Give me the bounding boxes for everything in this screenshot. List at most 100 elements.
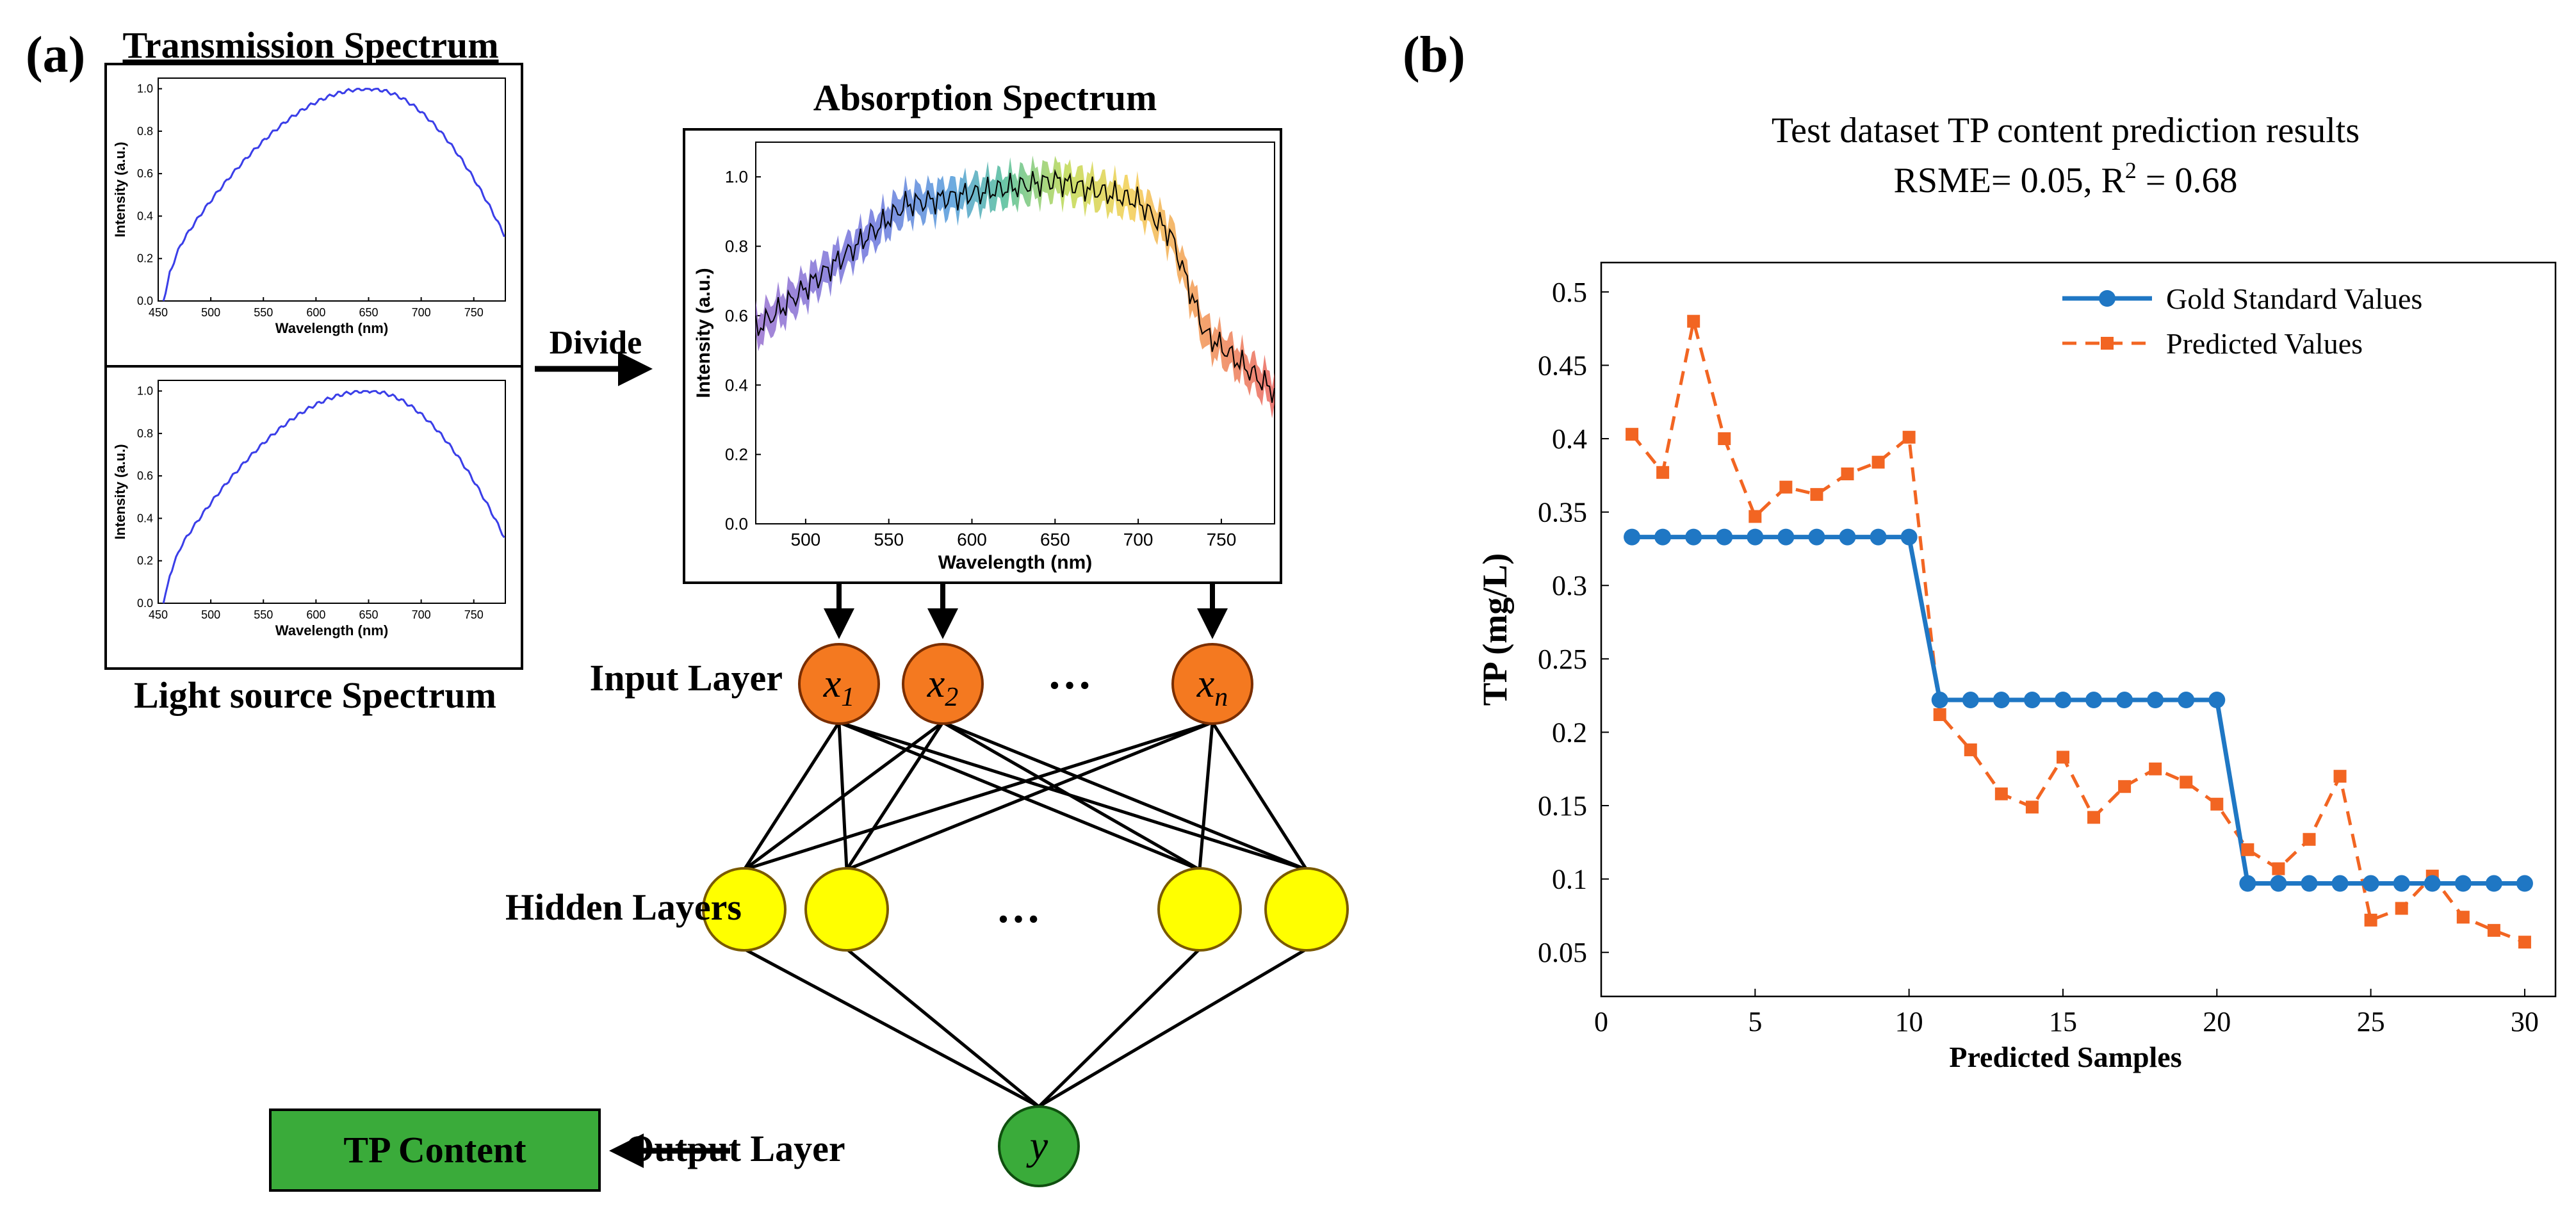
- legend-gold-marker: [2099, 290, 2115, 307]
- predicted-point: [1810, 488, 1823, 501]
- hidden-layers-label: Hidden Layers: [505, 886, 742, 928]
- x-tick-label: 0: [1594, 1006, 1608, 1037]
- gold-point: [2239, 875, 2256, 892]
- y-tick-label: 0.0: [137, 597, 153, 610]
- chart-title: Test dataset TP content prediction resul…: [1772, 111, 2360, 150]
- y-tick-label: 0.2: [1552, 717, 1587, 748]
- gold-point: [2454, 875, 2472, 892]
- absorption-band: [756, 155, 1275, 419]
- x-tick-label: 600: [957, 530, 987, 549]
- legend-predicted-label: Predicted Values: [2166, 327, 2363, 360]
- x-tick-label: 5: [1748, 1006, 1762, 1037]
- x-tick-label: 500: [791, 530, 821, 549]
- connection-line: [845, 948, 1040, 1108]
- gold-point: [2178, 692, 2195, 709]
- y-tick-label: 0.6: [137, 469, 153, 482]
- x-tick-label: 550: [874, 530, 904, 549]
- x-tick-label: 550: [254, 306, 273, 319]
- x-tick-label: 30: [2511, 1006, 2539, 1037]
- predicted-point: [2118, 780, 2132, 793]
- gold-point: [1747, 528, 1764, 546]
- predicted-point: [2487, 923, 2500, 937]
- y-tick-label: 0.8: [725, 237, 748, 256]
- y-tick-label: 0.3: [1552, 570, 1587, 601]
- gold-point: [2085, 692, 2103, 709]
- y-tick-label: 1.0: [137, 385, 153, 398]
- predicted-point: [2364, 913, 2377, 927]
- hidden-node: [804, 867, 889, 952]
- x-axis-label: Predicted Samples: [1949, 1041, 2181, 1073]
- y-tick-label: 0.0: [725, 514, 748, 533]
- y-tick-label: 1.0: [137, 83, 153, 95]
- transmission-frame: [104, 63, 523, 368]
- predicted-point: [2149, 762, 2162, 775]
- x-tick-label: 600: [306, 608, 325, 621]
- predicted-point: [1841, 467, 1854, 481]
- gold-point: [2270, 875, 2287, 892]
- connection-line: [743, 720, 944, 872]
- x-tick-label: 15: [2049, 1006, 2077, 1037]
- panel-a-label: (a): [26, 27, 85, 83]
- connection-line: [1211, 721, 1308, 871]
- x-tick-label: 650: [359, 608, 378, 621]
- y-tick-label: 0.4: [725, 375, 748, 394]
- x-tick-label: 600: [306, 306, 325, 319]
- gold-point: [2147, 692, 2164, 709]
- input-node-label: x1: [823, 662, 855, 712]
- hidden-ellipsis: …: [996, 883, 1041, 932]
- small-plot-axes: [158, 380, 506, 604]
- input-node: [798, 643, 880, 725]
- x-tick-label: 650: [1040, 530, 1070, 549]
- input-layer-label: Input Layer: [590, 657, 783, 699]
- gold-point: [2362, 875, 2379, 892]
- chart-axes-box: [1600, 261, 2557, 998]
- gold-point: [1624, 528, 1641, 546]
- neural-network: x1 x2 xn y: [702, 584, 1349, 1187]
- y-tick-label: 0.15: [1538, 790, 1587, 822]
- x-tick-label: 650: [359, 306, 378, 319]
- transmission-plot: 450 500 550 600 650 700 750 0.0 0.2 0.4 0.6 0.8 1.0 W…: [112, 77, 506, 336]
- predicted-point: [2180, 775, 2193, 789]
- tp-content-box: [269, 1108, 601, 1192]
- connection-line: [942, 720, 1307, 872]
- gold-point: [2301, 875, 2318, 892]
- y-tick-label: 0.2: [137, 555, 153, 567]
- x-tick-label: 750: [464, 306, 484, 319]
- gold-point: [2023, 692, 2041, 709]
- predicted-point: [2395, 902, 2408, 915]
- predicted-point: [1933, 708, 1946, 721]
- x-tick-label: 550: [254, 608, 273, 621]
- connection-line: [942, 720, 1201, 872]
- output-node: [998, 1105, 1080, 1187]
- y-tick-label: 0.8: [137, 427, 153, 440]
- connection-line: [838, 720, 1200, 872]
- y-tick-label: 0.0: [137, 295, 153, 307]
- predicted-point: [2272, 862, 2285, 875]
- x-axis-label: Wavelength (nm): [938, 552, 1093, 573]
- predicted-point: [1964, 743, 1977, 756]
- predicted-point: [1687, 314, 1700, 328]
- x-tick-label: 700: [1123, 530, 1153, 549]
- predicted-point: [1749, 510, 1762, 523]
- gold-point: [1839, 528, 1856, 546]
- predicted-point: [1902, 430, 1916, 444]
- predicted-point: [1626, 428, 1639, 441]
- input-node-label: xn: [1196, 662, 1228, 712]
- panel-b: (b) Test dataset TP content prediction r…: [1403, 27, 2557, 1073]
- connection-line: [744, 720, 1213, 872]
- gold-point: [1993, 692, 2010, 709]
- x-tick-label: 750: [464, 608, 484, 621]
- y-tick-label: 0.4: [137, 209, 153, 222]
- divide-label: Divide: [550, 325, 642, 361]
- y-tick-label: 0.1: [1552, 864, 1587, 895]
- gold-point: [2393, 875, 2410, 892]
- x-tick-label: 700: [412, 306, 431, 319]
- gold-point: [2424, 875, 2441, 892]
- legend-predicted-marker: [2101, 337, 2114, 350]
- predicted-point: [2303, 832, 2316, 846]
- predicted-point: [2241, 843, 2254, 856]
- input-node-label: x2: [927, 662, 959, 712]
- predicted-point: [1871, 455, 1885, 469]
- x-tick-label: 500: [201, 608, 220, 621]
